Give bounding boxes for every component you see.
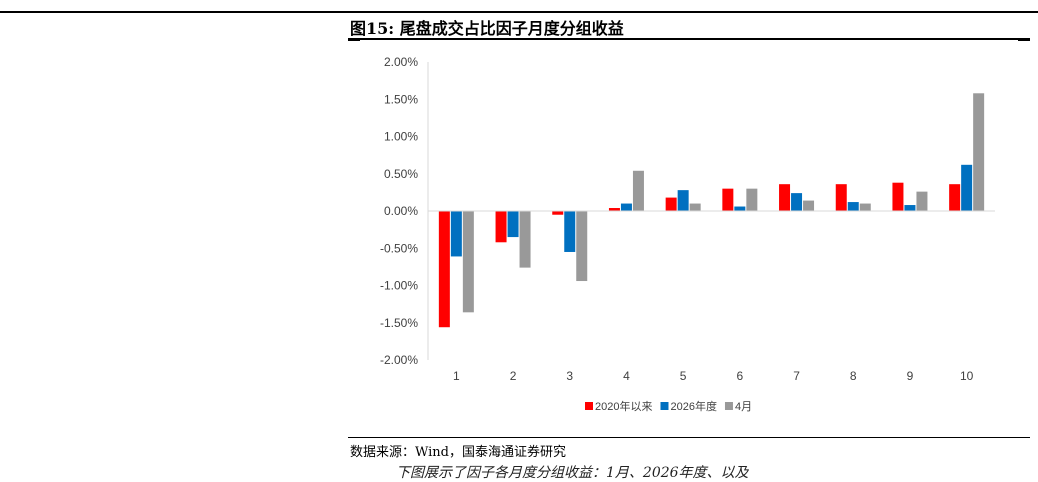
bar-series-1-group-4 <box>608 208 620 211</box>
x-axis-tick-labels: 1 2 3 4 5 6 7 8 9 10 <box>453 369 974 383</box>
bar-series-2-group-9 <box>904 205 916 211</box>
bar-series-1-group-2 <box>495 211 507 243</box>
bar-series-1-group-8 <box>835 184 847 211</box>
legend-label-series-3: 4月 <box>735 401 752 413</box>
y-axis-tick-labels: 2.00% 1.50% 1.00% 0.50% 0.00% -0.50% -1.00% -1.… <box>380 55 418 367</box>
bar-series-1-group-1 <box>438 211 450 328</box>
bar-series-1-group-3 <box>552 211 564 215</box>
body-text-partial: 下图展示了因子各月度分组收益：1月、2026年度、以及 <box>396 465 749 481</box>
x-tick-label: 10 <box>960 369 974 383</box>
legend-label-series-2: 2026年度 <box>670 399 716 413</box>
y-tick-label: -1.00% <box>380 279 418 293</box>
bar-series-3-group-5 <box>689 203 701 211</box>
legend-swatch-series-2 <box>660 402 669 410</box>
bar-series-1-group-7 <box>779 184 791 211</box>
x-tick-label: 3 <box>566 369 573 383</box>
y-tick-label: 0.00% <box>384 204 418 218</box>
bar-series-2-group-6 <box>734 206 746 211</box>
legend-label-series-1: 2020年以来 <box>595 399 652 413</box>
title-tick-right <box>1018 40 1030 41</box>
bar-series-2-group-2 <box>507 211 519 238</box>
legend-swatch-series-3 <box>724 402 733 410</box>
y-tick-label: 1.50% <box>384 92 418 106</box>
title-tick-left <box>348 40 360 41</box>
bar-series-2-group-8 <box>847 202 859 211</box>
bar-series-3-group-7 <box>803 200 815 211</box>
bar-chart: 2.00% 1.50% 1.00% 0.50% 0.00% -0.50% -1.00% -1.… <box>380 55 995 413</box>
bar-series-3-group-4 <box>632 170 644 211</box>
bar-series-1-group-5 <box>665 197 677 211</box>
bar-series-group <box>438 93 985 328</box>
bar-series-2-group-10 <box>961 164 973 211</box>
bar-series-1-group-6 <box>722 188 734 211</box>
bar-series-2-group-3 <box>564 211 576 252</box>
page-top-rule <box>0 11 1038 13</box>
bar-series-3-group-6 <box>746 188 758 211</box>
bar-series-3-group-8 <box>859 203 871 211</box>
bar-series-3-group-10 <box>973 93 985 211</box>
legend: 2020年以来 2026年度 4月 <box>585 399 752 413</box>
x-tick-label: 2 <box>510 369 517 383</box>
x-tick-label: 4 <box>623 369 630 383</box>
bar-series-2-group-7 <box>791 193 803 211</box>
legend-swatch-series-1 <box>585 402 593 410</box>
y-tick-label: -0.50% <box>380 241 418 255</box>
title-rule <box>348 38 1030 40</box>
x-tick-label: 5 <box>680 369 687 383</box>
x-tick-label: 9 <box>907 369 914 383</box>
bar-series-3-group-1 <box>462 211 474 313</box>
y-tick-label: -2.00% <box>380 353 418 367</box>
x-tick-label: 1 <box>453 369 460 383</box>
x-tick-label: 6 <box>737 369 744 383</box>
source-rule <box>348 437 1030 438</box>
bar-series-2-group-4 <box>620 203 632 211</box>
y-tick-label: 2.00% <box>384 55 418 69</box>
y-tick-label: 0.50% <box>384 167 418 181</box>
bar-series-2-group-1 <box>450 211 462 257</box>
bar-series-3-group-2 <box>519 211 531 268</box>
x-tick-label: 8 <box>850 369 857 383</box>
source-note: 数据来源：Wind，国泰海通证券研究 <box>350 445 566 460</box>
axes <box>427 62 995 360</box>
bar-series-3-group-3 <box>576 211 588 282</box>
y-tick-label: -1.50% <box>380 316 418 330</box>
bar-series-1-group-9 <box>892 182 904 211</box>
bar-series-3-group-9 <box>916 191 928 211</box>
x-tick-label: 7 <box>793 369 800 383</box>
bar-series-2-group-5 <box>677 190 689 211</box>
bar-series-1-group-10 <box>949 184 961 211</box>
y-tick-label: 1.00% <box>384 130 418 144</box>
figure-title: 图15: 尾盘成交占比因子月度分组收益 <box>350 19 624 38</box>
